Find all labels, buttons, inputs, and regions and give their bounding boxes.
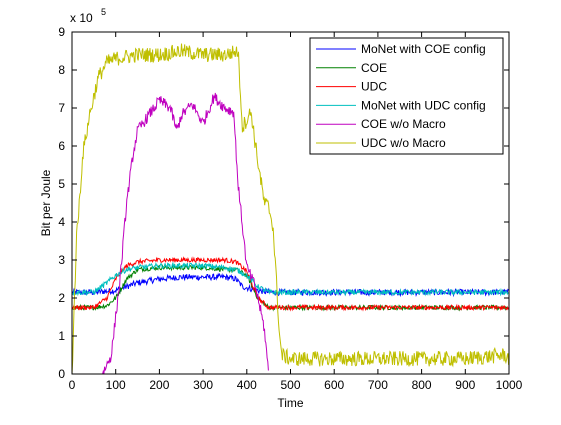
y-tick-label: 1 [58,329,65,343]
x-axis-label: Time [277,396,304,410]
y-tick-label: 2 [58,291,65,305]
legend-label: MoNet with COE config [361,42,486,56]
y-tick-label: 7 [58,101,65,115]
x-tick-label: 400 [237,378,257,392]
series-line [71,43,510,375]
legend-label: MoNet with UDC config [361,98,486,112]
x-tick-label: 200 [149,378,169,392]
legend-label: COE w/o Macro [361,117,446,131]
x-tick-label: 700 [368,378,388,392]
y-axis-label: Bit per Joule [39,169,53,236]
y-tick-label: 9 [58,25,65,39]
ticks-layer: 0 100 200 300 400 500 600 700 800 900 1000 0 1 2 3 4 5 6 7… [58,25,522,392]
x-tick-label: 100 [106,378,126,392]
x-tick-label: 500 [280,378,300,392]
y-tick-label: 8 [58,63,65,77]
legend: MoNet with COE config COE UDC MoNet with UD… [309,37,504,155]
legend-box [309,37,504,155]
y-tick-label: 4 [58,215,65,229]
series-layer [71,43,510,375]
y-tick-label: 6 [58,139,65,153]
x-tick-label: 0 [69,378,76,392]
y-tick-label: 3 [58,253,65,267]
x-tick-label: 1000 [496,378,523,392]
legend-label: COE [361,61,387,75]
x-tick-label: 300 [193,378,213,392]
series-line [71,256,510,312]
y-multiplier-label: x 10 [70,11,93,25]
series-line [102,92,269,375]
x-tick-label: 800 [412,378,432,392]
x-tick-label: 900 [455,378,475,392]
x-tick-label: 600 [324,378,344,392]
series-line [71,261,509,297]
legend-label: UDC w/o Macro [361,136,446,150]
legend-label: UDC [361,80,387,94]
y-tick-label: 0 [58,367,65,381]
y-multiplier-exponent: 5 [101,7,106,17]
y-tick-label: 5 [58,177,65,191]
